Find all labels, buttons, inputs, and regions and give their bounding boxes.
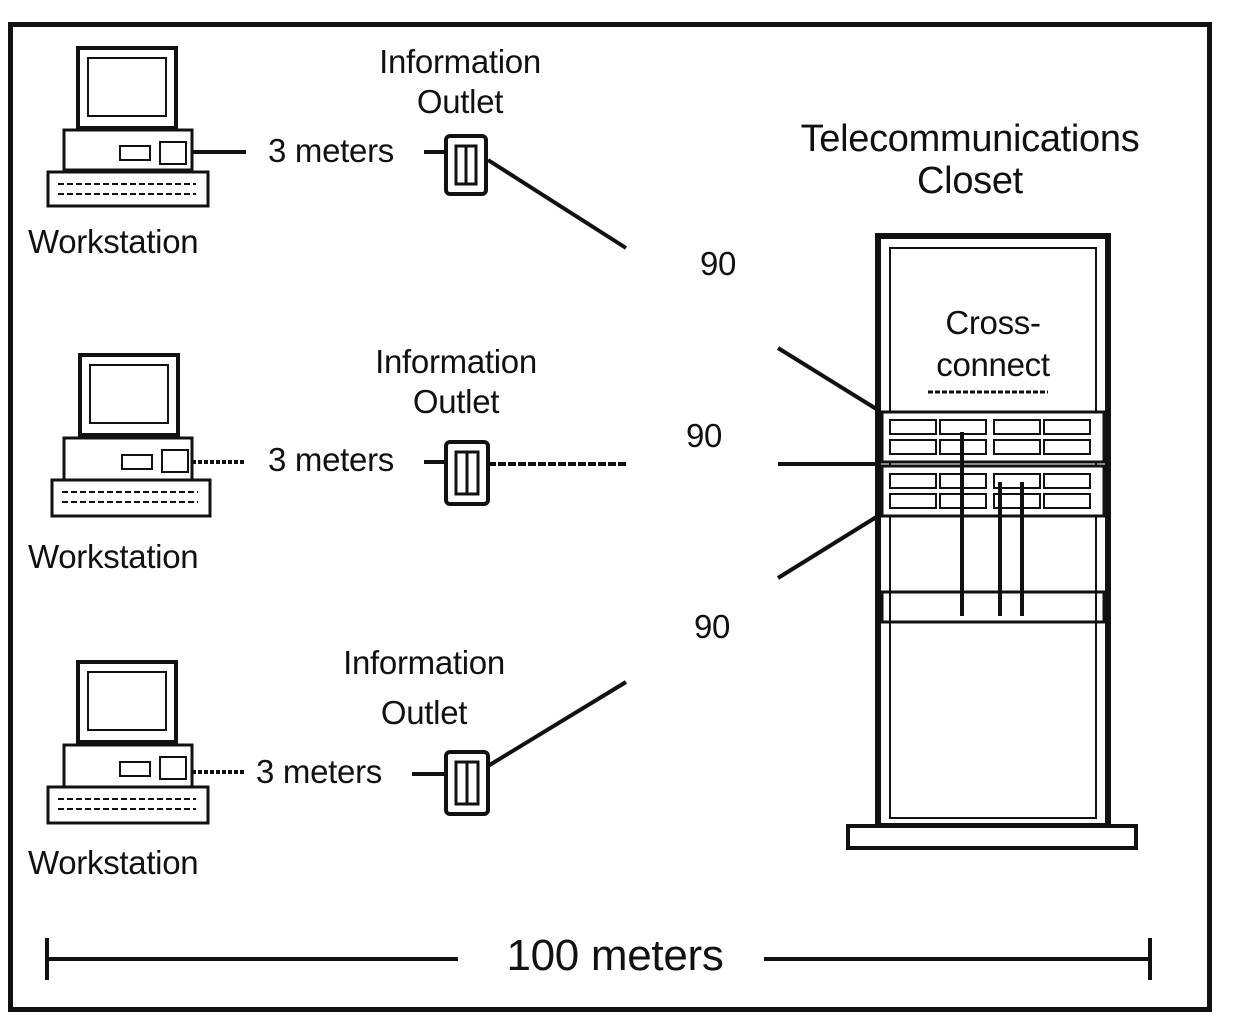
diagram-frame <box>8 22 1212 1012</box>
closet-title-line1: Telecommunications <box>800 118 1140 160</box>
outlet-1-label-line1: Information <box>379 43 541 80</box>
distance-label-2: 3 meters <box>268 441 394 478</box>
run-length-2: 90 <box>686 417 723 454</box>
dimension-line <box>45 938 1152 980</box>
workstation-label-1: Workstation <box>28 223 199 260</box>
outlet-2-label: Information Outlet <box>346 342 566 422</box>
outlet-2-label-line1: Information <box>375 343 537 380</box>
outlet-3-label-line1: Information <box>343 644 505 681</box>
workstation-1-icon <box>46 46 210 208</box>
closet-title: Telecommunications Closet <box>770 118 1170 202</box>
workstation-label-3: Workstation <box>28 844 199 881</box>
patch-cables <box>192 150 446 776</box>
outlet-3-label-line2: Outlet <box>380 694 468 731</box>
rack-icon <box>846 233 1138 850</box>
horizontal-cables <box>486 158 880 768</box>
run-length-3: 90 <box>694 608 731 645</box>
total-length-label: 100 meters <box>506 931 724 980</box>
distance-label-3: 3 meters <box>256 753 382 790</box>
cross-connect-line1: Cross- <box>945 304 1041 341</box>
outlet-2-label-line2: Outlet <box>412 383 500 420</box>
closet-title-line2: Closet <box>917 160 1023 202</box>
outlet-1-label-line2: Outlet <box>416 83 504 120</box>
distance-label-1: 3 meters <box>268 132 394 169</box>
workstation-label-2: Workstation <box>28 538 199 575</box>
outlet-1-icon <box>444 134 488 196</box>
outlet-3-label: Information Outlet <box>314 643 534 733</box>
outlet-2-icon <box>444 440 490 506</box>
run-length-1: 90 <box>700 245 737 282</box>
cross-connect-line2: connect <box>936 346 1050 383</box>
outlet-3-icon <box>444 750 490 816</box>
outlet-1-label: Information Outlet <box>350 42 570 122</box>
workstation-3-icon <box>46 660 210 825</box>
cross-connect-label: Cross- connect <box>893 302 1093 386</box>
workstation-2-icon <box>50 353 212 518</box>
